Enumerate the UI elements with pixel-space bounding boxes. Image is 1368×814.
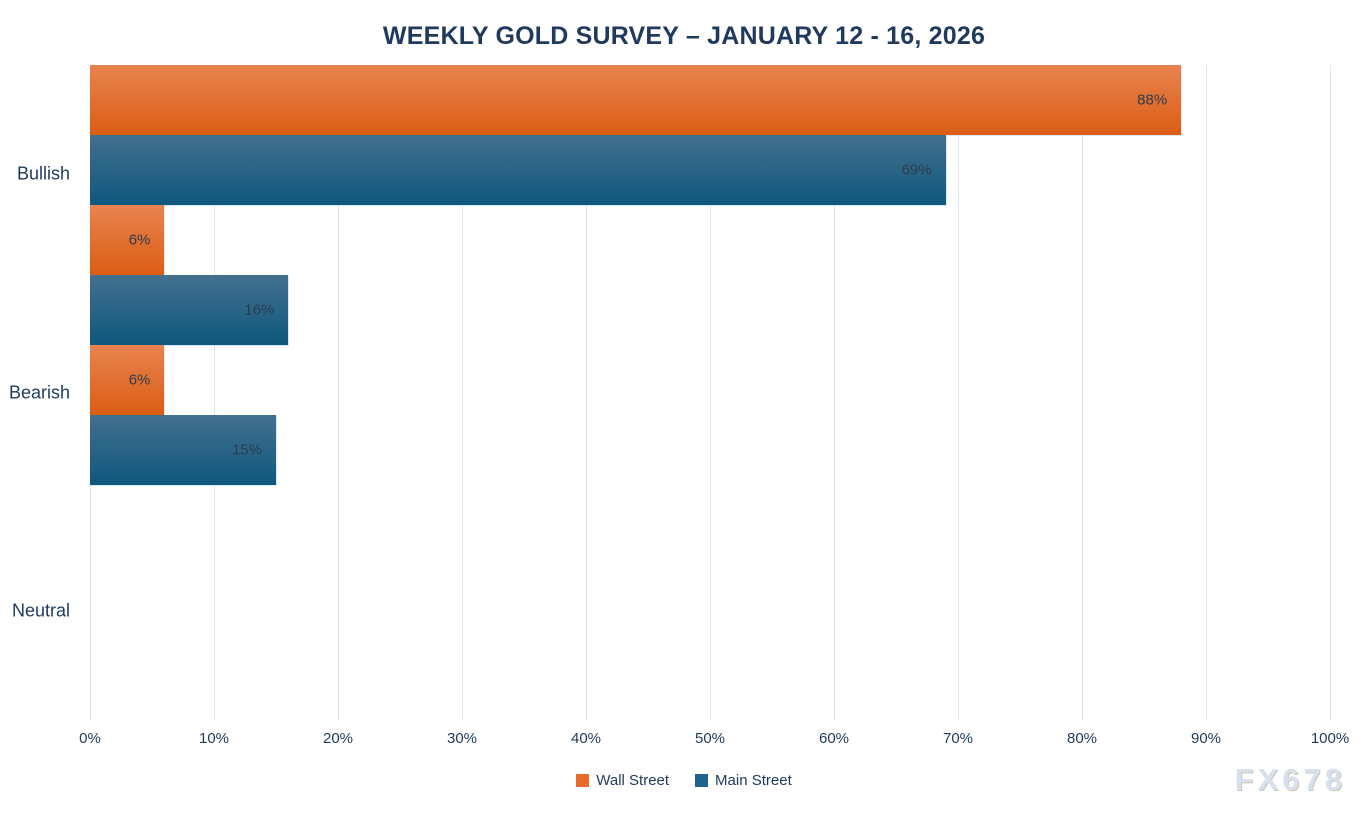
gridline <box>213 65 215 720</box>
legend-swatch-icon <box>695 774 709 787</box>
x-axis-tick-label: 30% <box>446 730 478 747</box>
gridline <box>1081 65 1083 720</box>
x-axis-tick-label: 80% <box>1066 730 1098 747</box>
category-label-neutral: Neutral <box>11 600 70 621</box>
x-axis-tick-label: 40% <box>570 730 602 747</box>
legend-label: Wall Street <box>596 772 670 789</box>
plot-area: 88% 69% 6% 16% 6% 15% <box>89 65 1331 720</box>
gridline <box>585 65 587 720</box>
x-axis-tick-label: 0% <box>79 730 101 747</box>
bar-main-street-bullish: 69% <box>90 135 946 205</box>
x-axis-tick-label: 60% <box>818 730 850 747</box>
bar-wall-street-bullish: 88% <box>90 65 1182 135</box>
data-label: 16% <box>244 301 275 319</box>
gridline <box>337 65 339 720</box>
bar-wall-street-bearish: 6% <box>90 205 165 275</box>
legend-item-main-street: Main Street <box>695 772 792 789</box>
bar-group-bearish: 6% 16% <box>90 205 1330 345</box>
x-axis-tick-labels: 0% 10% 20% 30% 40% 50% 60% 70% 80% 90% 100% <box>79 730 1349 752</box>
data-label: 69% <box>901 161 932 179</box>
data-label: 6% <box>128 371 151 389</box>
bar-wall-street-neutral: 6% <box>90 345 165 415</box>
legend-swatch-icon <box>576 774 590 787</box>
gridline <box>461 65 463 720</box>
x-axis-tick-label: 90% <box>1190 730 1222 747</box>
gridline <box>1329 65 1331 720</box>
x-axis-tick-label: 70% <box>942 730 974 747</box>
category-label-bearish: Bearish <box>8 382 70 402</box>
y-axis-category-labels: Bullish Bearish Neutral <box>0 65 78 720</box>
legend: Wall Street Main Street <box>0 772 1368 789</box>
watermark: FX678 <box>1234 762 1346 797</box>
x-axis-tick-label: 20% <box>322 730 354 747</box>
bar-group-bullish: 88% 69% <box>90 65 1330 205</box>
data-label: 88% <box>1137 91 1168 109</box>
bar-main-street-neutral: 15% <box>90 415 276 485</box>
x-axis-tick-label: 50% <box>694 730 726 747</box>
x-axis-tick-label: 10% <box>198 730 230 747</box>
category-label-bullish: Bullish <box>16 163 70 184</box>
data-label: 6% <box>128 231 151 249</box>
gridline <box>957 65 959 720</box>
chart-title: WEEKLY GOLD SURVEY – JANUARY 12 - 16, 20… <box>382 22 986 50</box>
gridline <box>709 65 711 720</box>
gridline <box>1205 65 1207 720</box>
legend-label: Main Street <box>715 772 792 789</box>
bar-group-neutral: 6% 15% <box>90 345 1330 485</box>
x-axis-tick-label: 100% <box>1310 730 1350 747</box>
bar-main-street-bearish: 16% <box>90 275 289 345</box>
gridline <box>833 65 835 720</box>
legend-item-wall-street: Wall Street <box>576 772 669 789</box>
bar-groups: 88% 69% 6% 16% 6% 15% <box>90 65 1330 485</box>
data-label: 15% <box>231 441 262 459</box>
